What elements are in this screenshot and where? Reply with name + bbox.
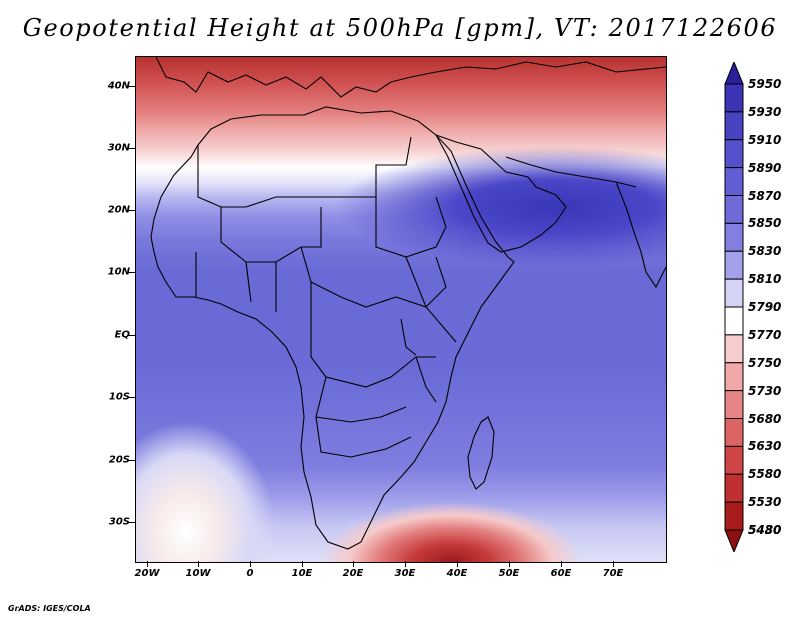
- lat-tick: [128, 522, 135, 523]
- colorbar-level-label: 5770: [748, 327, 782, 342]
- lon-label-60e: 60E: [550, 568, 572, 579]
- colorbar-level-label: 5910: [748, 132, 782, 147]
- colorbar-level-label: 5530: [748, 495, 782, 510]
- lat-label-20n: 20N: [107, 204, 130, 216]
- country-border: [375, 196, 447, 258]
- colorbar: [724, 60, 744, 554]
- lon-tick: [147, 561, 148, 567]
- colorbar-graphic: [724, 60, 744, 554]
- country-border: [315, 406, 407, 423]
- africa-coastline: [150, 106, 515, 550]
- lat-label-20s: 20S: [108, 454, 130, 466]
- lon-label-40e: 40E: [446, 568, 468, 579]
- colorbar-level-label: 5950: [748, 77, 782, 91]
- colorbar-top-arrow: [724, 60, 744, 85]
- colorbar-swatch: [724, 83, 744, 113]
- colorbar-level-label: 5730: [748, 383, 782, 398]
- europe-coastline: [155, 57, 666, 98]
- country-border: [310, 282, 436, 388]
- lon-tick: [405, 561, 406, 567]
- colorbar-swatch: [724, 501, 744, 531]
- lon-tick: [353, 561, 354, 567]
- lat-label-30s: 30S: [108, 516, 130, 528]
- colorbar-swatch: [724, 222, 744, 252]
- colorbar-swatch: [724, 473, 744, 503]
- lat-tick: [128, 86, 135, 87]
- lon-tick: [250, 561, 251, 567]
- colorbar-level-label: 5870: [748, 188, 782, 203]
- colorbar-swatch: [724, 139, 744, 169]
- colorbar-swatch: [724, 362, 744, 392]
- lon-label-10w: 10W: [185, 568, 211, 579]
- lat-tick: [128, 210, 135, 211]
- lon-tick: [561, 561, 562, 567]
- colorbar-swatch: [724, 250, 744, 280]
- colorbar-swatch: [724, 334, 744, 364]
- lon-tick: [302, 561, 303, 567]
- colorbar-level-label: 5930: [748, 104, 782, 119]
- iran-coastline: [505, 156, 637, 188]
- lon-label-30e: 30E: [394, 568, 416, 579]
- colorbar-level-label: 5790: [748, 300, 782, 314]
- lon-tick: [198, 561, 199, 567]
- colorbar-level-label: 5810: [748, 272, 782, 287]
- lon-tick: [509, 561, 510, 567]
- colorbar-level-label: 5680: [748, 411, 782, 426]
- africa-coastline-map: [150, 57, 666, 550]
- colorbar-level-label: 5830: [748, 244, 782, 259]
- colorbar-swatch: [724, 111, 744, 141]
- lon-label-70e: 70E: [602, 568, 624, 579]
- colorbar-level-label: 5430: [748, 523, 782, 537]
- colorbar-swatch: [724, 418, 744, 447]
- colorbar-level-label: 5580: [748, 467, 782, 482]
- lat-tick: [128, 335, 135, 336]
- lat-label-40n: 40N: [107, 80, 130, 92]
- lon-label-50e: 50E: [498, 568, 520, 579]
- country-border: [300, 246, 447, 308]
- colorbar-swatch: [724, 390, 744, 419]
- colorbar-swatch: [724, 306, 744, 336]
- lon-label-20e: 20E: [342, 568, 364, 579]
- colorbar-level-label: 5850: [748, 216, 782, 231]
- country-border: [220, 207, 322, 263]
- map-title: Geopotential Height at 500hPa [gpm], VT:…: [22, 14, 778, 42]
- country-border: [400, 318, 417, 356]
- colorbar-level-label: 5890: [748, 160, 782, 175]
- lon-tick: [613, 561, 614, 567]
- madagascar: [467, 416, 495, 490]
- india-coastline: [615, 181, 666, 289]
- lat-tick: [128, 148, 135, 149]
- lat-label-eq: EQ: [114, 329, 130, 341]
- lon-label-0: 0: [246, 568, 254, 579]
- grads-credit: GrADS: IGES/COLA: [8, 604, 91, 613]
- country-border: [197, 136, 412, 208]
- lon-tick: [457, 561, 458, 567]
- country-border: [405, 256, 457, 403]
- lon-label-20w: 20W: [134, 568, 160, 579]
- lat-label-30n: 30N: [107, 142, 130, 154]
- colorbar-swatch: [724, 445, 744, 475]
- colorbar-level-label: 5480: [748, 523, 782, 537]
- colorbar-bottom-arrow: [724, 529, 744, 554]
- colorbar-level-label: 5750: [748, 355, 782, 370]
- lat-tick: [128, 397, 135, 398]
- country-border: [315, 376, 412, 458]
- arabian-peninsula: [434, 134, 567, 253]
- map-plot-area: [135, 56, 667, 563]
- lat-label-10n: 10N: [107, 266, 130, 278]
- lat-label-10s: 10S: [108, 391, 130, 403]
- country-border: [195, 252, 277, 312]
- colorbar-level-label: 5630: [748, 439, 782, 454]
- colorbar-swatch: [724, 167, 744, 196]
- lat-tick: [128, 460, 135, 461]
- lon-label-10e: 10E: [291, 568, 313, 579]
- colorbar-swatch: [724, 278, 744, 308]
- colorbar-swatch: [724, 195, 744, 224]
- lat-tick: [128, 272, 135, 273]
